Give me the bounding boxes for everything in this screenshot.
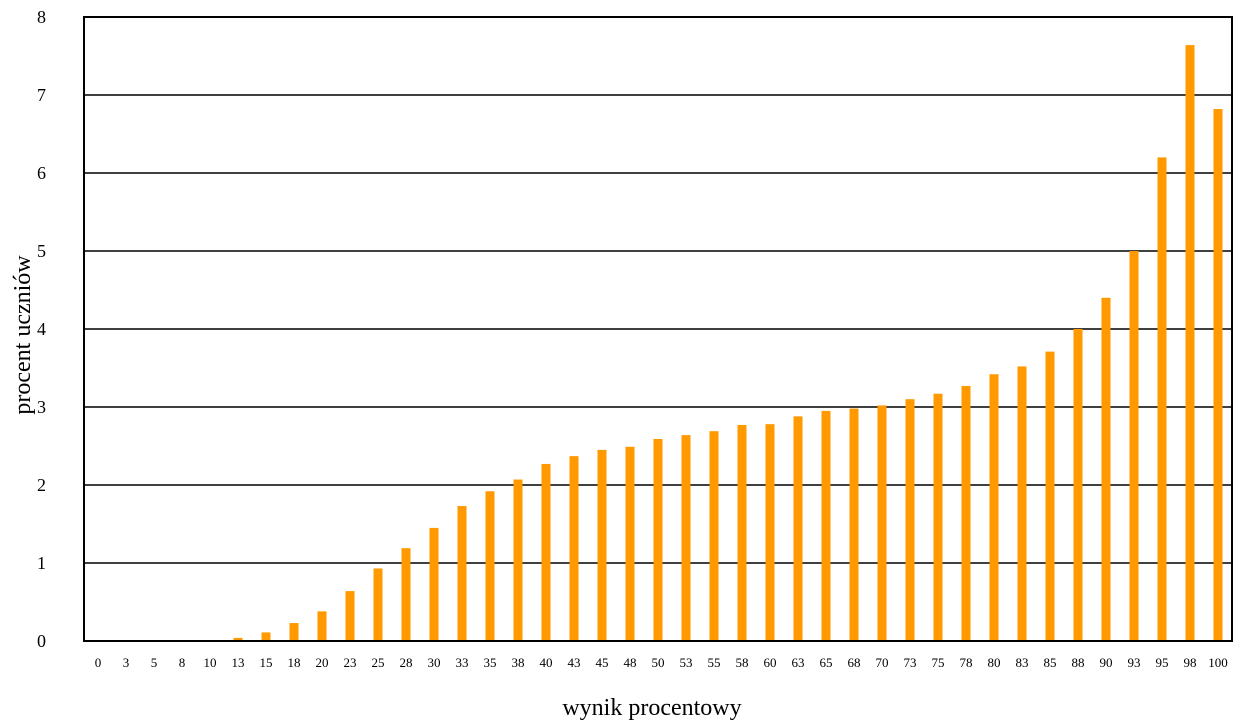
x-tick-label: 55 — [708, 655, 721, 670]
x-tick-label: 45 — [596, 655, 609, 670]
bar — [849, 408, 859, 641]
bar — [793, 416, 803, 641]
bar — [1101, 297, 1111, 641]
bar — [877, 405, 887, 641]
bar — [961, 385, 971, 641]
x-tick-label: 43 — [568, 655, 581, 670]
bar — [401, 548, 411, 641]
bar — [457, 506, 467, 641]
bar — [709, 431, 719, 641]
bar — [1073, 329, 1083, 641]
x-tick-label: 5 — [151, 655, 158, 670]
x-tick-label: 95 — [1156, 655, 1169, 670]
x-tick-label: 58 — [736, 655, 749, 670]
bar — [1129, 251, 1139, 641]
x-tick-label: 48 — [624, 655, 637, 670]
x-tick-label: 33 — [456, 655, 469, 670]
bar — [681, 435, 691, 641]
y-tick-label: 6 — [37, 163, 46, 183]
bar — [513, 479, 523, 641]
x-tick-label: 98 — [1184, 655, 1197, 670]
x-tick-label: 38 — [512, 655, 525, 670]
x-tick-label: 100 — [1208, 655, 1228, 670]
bar — [821, 410, 831, 641]
bar — [317, 611, 327, 641]
x-tick-label: 70 — [876, 655, 889, 670]
x-tick-label: 88 — [1072, 655, 1085, 670]
x-tick-label: 63 — [792, 655, 805, 670]
bar — [541, 463, 551, 641]
bar — [261, 632, 271, 641]
x-tick-label: 68 — [848, 655, 861, 670]
x-tick-label: 25 — [372, 655, 385, 670]
x-tick-label: 28 — [400, 655, 413, 670]
x-tick-label: 93 — [1128, 655, 1141, 670]
y-tick-label: 8 — [37, 7, 46, 27]
x-tick-label: 73 — [904, 655, 917, 670]
bar — [1017, 366, 1027, 641]
gridlines — [84, 94, 1232, 564]
x-tick-label: 40 — [540, 655, 553, 670]
x-tick-label: 3 — [123, 655, 130, 670]
x-axis-label: wynik procentowy — [562, 695, 741, 721]
x-tick-label: 53 — [680, 655, 693, 670]
bar — [1213, 109, 1223, 642]
y-tick-label: 3 — [37, 397, 46, 417]
y-tick-label: 4 — [37, 319, 46, 339]
x-tick-label: 30 — [428, 655, 441, 670]
y-tick-label: 5 — [37, 241, 46, 261]
bar — [373, 568, 383, 641]
x-tick-label: 35 — [484, 655, 497, 670]
bar — [905, 399, 915, 641]
x-tick-label: 13 — [232, 655, 245, 670]
bar — [569, 456, 579, 641]
x-tick-label: 8 — [179, 655, 186, 670]
x-tick-label: 90 — [1100, 655, 1113, 670]
bar — [1045, 351, 1055, 641]
y-tick-label: 1 — [37, 553, 46, 573]
x-tick-label: 60 — [764, 655, 777, 670]
x-tick-label: 18 — [288, 655, 301, 670]
y-tick-labels: 0 1 2 3 4 5 6 7 8 — [37, 7, 46, 651]
x-tick-label: 83 — [1016, 655, 1029, 670]
bar — [625, 446, 635, 641]
x-tick-label: 20 — [316, 655, 329, 670]
y-tick-label: 7 — [37, 85, 46, 105]
bar — [429, 527, 439, 641]
y-tick-label: 2 — [37, 475, 46, 495]
y-axis-label: procent uczniów — [10, 255, 36, 415]
bar — [485, 491, 495, 641]
bar — [597, 449, 607, 641]
bar — [933, 393, 943, 641]
bar — [289, 623, 299, 641]
x-tick-label: 75 — [932, 655, 945, 670]
x-tick-label: 23 — [344, 655, 357, 670]
x-tick-label: 85 — [1044, 655, 1057, 670]
bar — [653, 438, 663, 641]
x-tick-label: 10 — [204, 655, 217, 670]
x-tick-label: 50 — [652, 655, 665, 670]
x-tick-labels: 0 3 5 8 10 13 15 18 20 23 25 28 30 33 35 38 40 43 45 48 50 53… — [95, 655, 1228, 670]
y-tick-label: 0 — [37, 631, 46, 651]
bar — [737, 424, 747, 641]
bars — [205, 45, 1223, 642]
plot-frame — [83, 16, 1233, 642]
bar — [765, 424, 775, 641]
bar — [233, 637, 243, 641]
x-tick-label: 15 — [260, 655, 273, 670]
bar — [1185, 45, 1195, 641]
x-tick-label: 78 — [960, 655, 973, 670]
bar — [989, 374, 999, 641]
bar — [345, 591, 355, 641]
x-tick-label: 65 — [820, 655, 833, 670]
x-tick-label: 0 — [95, 655, 102, 670]
x-tick-label: 80 — [988, 655, 1001, 670]
bar — [1157, 157, 1167, 641]
